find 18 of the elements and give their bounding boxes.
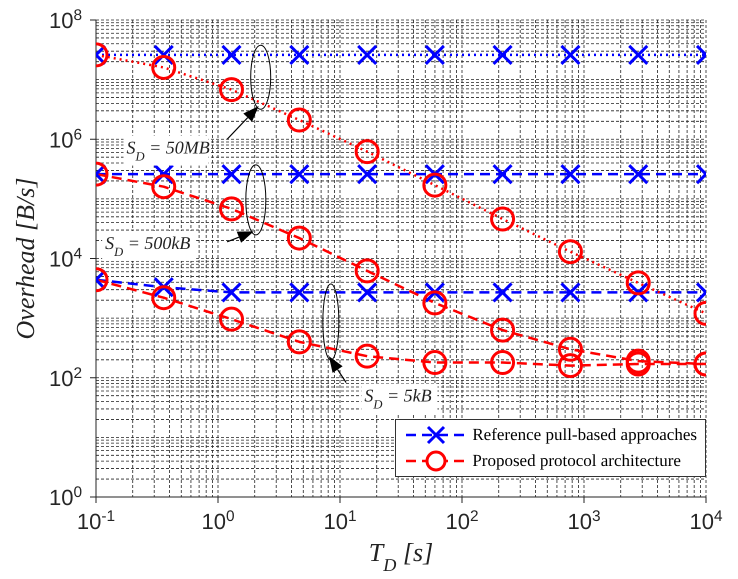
y-tick-label: 10$^{8}$ <box>48 6 82 33</box>
y-axis-title: Overhead [B/s] <box>11 177 40 340</box>
x-tick-label: 10$^{4}$ <box>689 508 723 534</box>
y-tick-label: 10$^{2}$ <box>48 364 82 391</box>
annotation: S$_{D}$ = 50MB <box>126 138 210 164</box>
legend-label: Reference pull-based approaches <box>472 425 697 445</box>
y-tick-label: 10$^{0}$ <box>48 484 82 510</box>
annotation: S$_{D}$ = 5kB <box>364 386 432 412</box>
x-tick-label: 10$^{-1}$ <box>76 508 116 534</box>
legend-label: Proposed protocol architecture <box>472 451 681 471</box>
x-tick-label: 10$^{3}$ <box>567 508 601 534</box>
x-tick-label: 10$^{1}$ <box>323 508 357 534</box>
annotation: S$_{D}$ = 500kB <box>105 232 190 259</box>
x-tick-label: 10$^{0}$ <box>201 508 235 534</box>
y-tick-label: 10$^{4}$ <box>48 245 82 272</box>
x-tick-label: 10$^{2}$ <box>445 508 479 534</box>
y-tick-label: 10$^{6}$ <box>48 126 82 152</box>
x-axis-title: T$_{D}$ [s] <box>368 538 434 575</box>
